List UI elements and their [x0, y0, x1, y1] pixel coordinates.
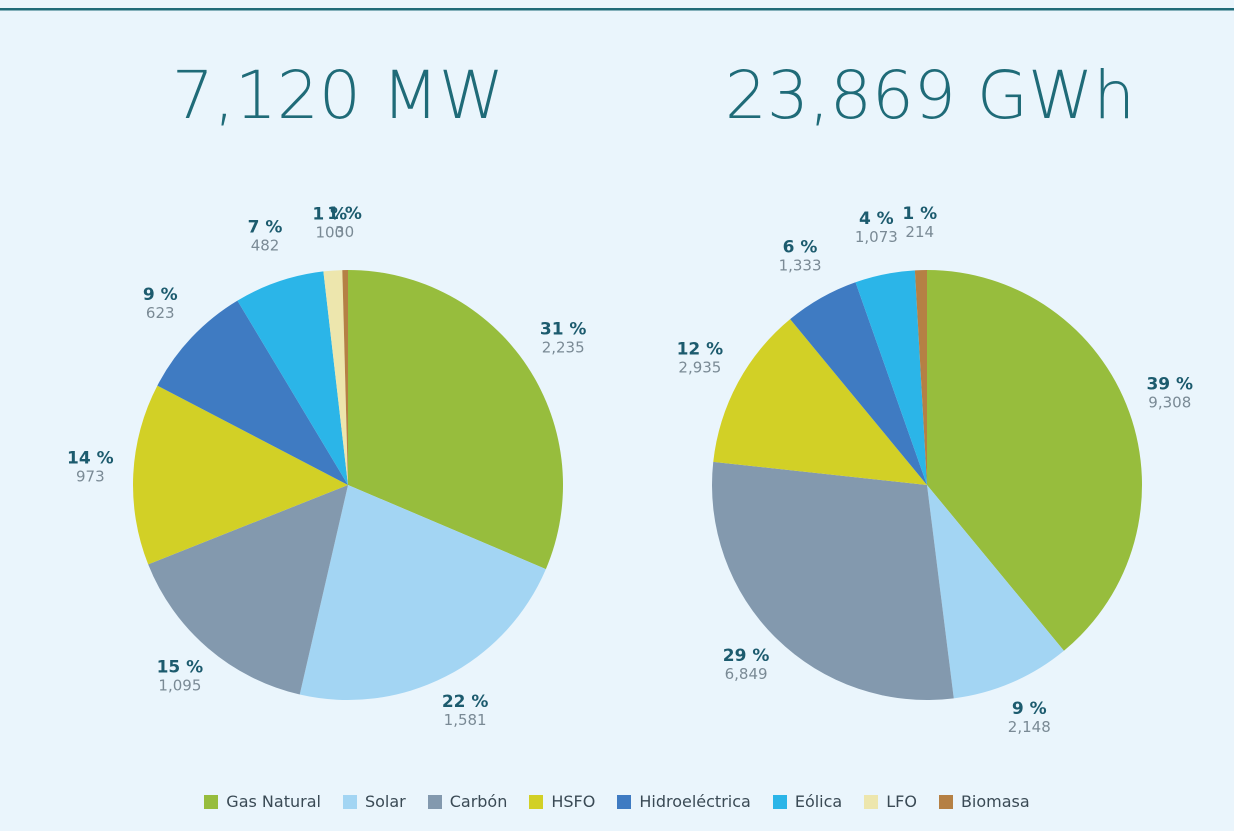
- chart-title: 23,869 GWh: [725, 57, 1135, 134]
- pie-slice: [927, 270, 1142, 651]
- pie-slice: [348, 270, 563, 570]
- value-label: 1,581: [444, 711, 487, 729]
- legend-item: Biomasa: [938, 792, 1030, 811]
- value-label: 30: [335, 223, 354, 241]
- legend-label: LFO: [886, 792, 917, 811]
- pie-slice: [713, 319, 927, 485]
- pie-slice: [237, 271, 348, 485]
- legend-swatch: [204, 794, 219, 809]
- legend-label: HSFO: [551, 792, 596, 811]
- legend-item: LFO: [864, 792, 917, 811]
- legend-label: Gas Natural: [226, 792, 321, 811]
- value-label: 6,849: [725, 665, 768, 683]
- value-label: 973: [76, 468, 105, 486]
- legend: Gas Natural Solar Carbón HSFO Hidroeléctrica…: [0, 792, 1234, 811]
- percent-label: 7 %: [248, 218, 283, 238]
- legend-swatch: [427, 794, 442, 809]
- percent-label: 1 %: [902, 204, 937, 224]
- legend-label: Solar: [364, 792, 406, 811]
- pie-slice: [342, 270, 348, 485]
- top-rule: [0, 8, 1234, 11]
- value-label: 100: [315, 224, 344, 242]
- percent-label: 39 %: [1146, 375, 1193, 395]
- pie-slice: [711, 461, 954, 700]
- pie-slice: [914, 270, 927, 485]
- legend-label: Biomasa: [960, 792, 1030, 811]
- pie-slice: [148, 485, 348, 695]
- legend-label: Carbón: [449, 792, 508, 811]
- value-label: 2,935: [678, 359, 721, 377]
- legend-swatch: [342, 794, 357, 809]
- pie-slice: [299, 485, 546, 701]
- percent-label: 6 %: [783, 237, 818, 257]
- value-label: 482: [251, 237, 280, 255]
- percent-label: 1 %: [312, 205, 347, 225]
- percent-label: 12 %: [677, 340, 724, 360]
- legend-item: Hidroeléctrica: [617, 792, 751, 811]
- percent-label: 1 %: [327, 204, 362, 224]
- legend-swatch: [938, 794, 953, 809]
- value-label: 1,333: [779, 256, 822, 274]
- percent-label: 14 %: [67, 449, 114, 469]
- pie-slice: [927, 485, 1064, 699]
- value-label: 1,095: [158, 677, 201, 695]
- pie-slice: [157, 300, 348, 485]
- pie-slice: [323, 270, 348, 485]
- percent-label: 22 %: [442, 692, 489, 712]
- percent-label: 9 %: [143, 285, 178, 305]
- legend-item: Gas Natural: [204, 792, 321, 811]
- pie-slice: [855, 270, 927, 485]
- value-label: 623: [146, 304, 175, 322]
- percent-label: 4 %: [859, 209, 894, 229]
- value-label: 2,235: [542, 339, 585, 357]
- percent-label: 9 %: [1012, 699, 1047, 719]
- legend-item: Carbón: [427, 792, 508, 811]
- pie-slice: [132, 385, 348, 565]
- legend-swatch: [864, 794, 879, 809]
- value-label: 2,148: [1008, 718, 1051, 736]
- percent-label: 31 %: [540, 320, 587, 340]
- value-label: 214: [905, 223, 934, 241]
- legend-swatch: [529, 794, 544, 809]
- legend-label: Eólica: [794, 792, 843, 811]
- pie-slice: [790, 282, 927, 485]
- value-label: 1,073: [855, 228, 898, 246]
- legend-label: Hidroeléctrica: [639, 792, 751, 811]
- legend-item: Eólica: [772, 792, 843, 811]
- chart-title: 7,120 MW: [172, 57, 504, 134]
- legend-item: Solar: [342, 792, 406, 811]
- value-label: 9,308: [1148, 394, 1191, 412]
- legend-swatch: [617, 794, 632, 809]
- legend-swatch: [772, 794, 787, 809]
- percent-label: 29 %: [723, 646, 770, 666]
- percent-label: 15 %: [157, 658, 204, 678]
- legend-item: HSFO: [529, 792, 595, 811]
